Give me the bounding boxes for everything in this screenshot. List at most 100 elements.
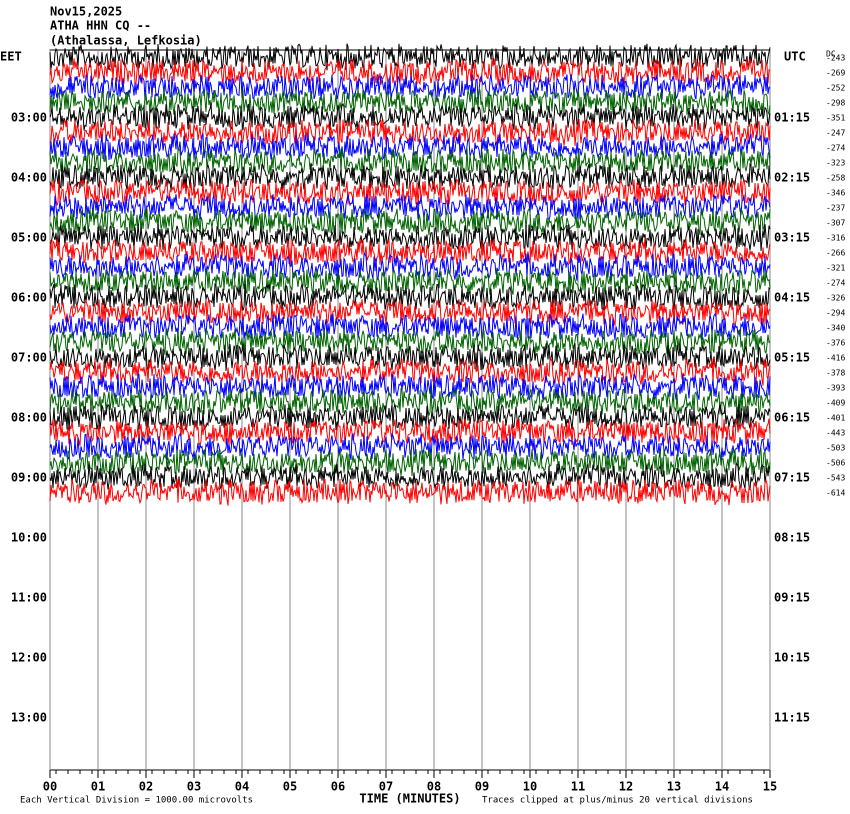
right-time-label: 01:15	[774, 111, 810, 125]
dc-offset-label: -274	[826, 144, 845, 153]
x-tick-label: 14	[715, 780, 729, 794]
x-tick-label: 12	[619, 780, 633, 794]
trace	[49, 403, 771, 431]
dc-offset-label: -614	[826, 489, 845, 498]
x-tick-label: 13	[667, 780, 681, 794]
right-time-label: 04:15	[774, 291, 810, 305]
dc-offset-label: -401	[826, 414, 845, 423]
trace	[49, 237, 771, 266]
dc-offset-label: -237	[826, 204, 845, 213]
x-tick-label: 09	[475, 780, 489, 794]
x-tick-label: 10	[523, 780, 537, 794]
right-time-label: 08:15	[774, 531, 810, 545]
title-line: (Athalassa, Lefkosia)	[50, 34, 202, 48]
trace	[49, 73, 771, 101]
dc-offset-label: -258	[826, 174, 845, 183]
trace	[49, 356, 771, 386]
trace	[49, 373, 771, 401]
right-time-label: 03:15	[774, 231, 810, 245]
trace	[49, 461, 771, 491]
left-time-label: 12:00	[11, 651, 47, 665]
left-time-label: 13:00	[11, 711, 47, 725]
dc-offset-label: -298	[826, 99, 845, 108]
dc-offset-label: -307	[826, 219, 845, 228]
left-time-label: 05:00	[11, 231, 47, 245]
x-axis-label: TIME (MINUTES)	[359, 792, 460, 806]
trace	[49, 193, 771, 222]
left-time-label: 04:00	[11, 171, 47, 185]
dc-offset-label: -378	[826, 369, 845, 378]
right-time-label: 06:15	[774, 411, 810, 425]
trace	[49, 478, 771, 506]
x-tick-label: 01	[91, 780, 105, 794]
left-time-label: 07:00	[11, 351, 47, 365]
left-time-label: 08:00	[11, 411, 47, 425]
right-time-label: 07:15	[774, 471, 810, 485]
dc-offset-label: -323	[826, 159, 845, 168]
dc-offset-label: -243	[826, 54, 845, 63]
dc-offset-label: -269	[826, 69, 845, 78]
trace	[49, 146, 771, 176]
dc-offset-label: -376	[826, 339, 845, 348]
trace	[49, 312, 771, 341]
trace	[49, 102, 771, 131]
dc-offset-label: -506	[826, 459, 845, 468]
trace	[49, 327, 771, 357]
trace	[49, 58, 771, 86]
left-time-label: 09:00	[11, 471, 47, 485]
left-time-label: 06:00	[11, 291, 47, 305]
dc-offset-label: -316	[826, 234, 845, 243]
dc-offset-label: -321	[826, 264, 845, 273]
dc-offset-label: -252	[826, 84, 845, 93]
x-tick-label: 00	[43, 780, 57, 794]
dc-offset-label: -247	[826, 129, 845, 138]
trace	[49, 298, 771, 327]
title-line: ATHA HHN CQ --	[50, 19, 151, 33]
title-line: Nov15,2025	[50, 5, 122, 19]
trace	[49, 132, 771, 161]
right-time-label: 09:15	[774, 591, 810, 605]
dc-offset-label: -346	[826, 189, 845, 198]
dc-offset-label: -409	[826, 399, 845, 408]
trace	[49, 282, 771, 311]
dc-offset-label: -393	[826, 384, 845, 393]
trace	[49, 432, 771, 461]
dc-offset-label: -351	[826, 114, 845, 123]
dc-offset-label: -274	[826, 279, 845, 288]
trace	[49, 268, 771, 296]
x-tick-label: 02	[139, 780, 153, 794]
dc-offset-label: -503	[826, 444, 845, 453]
trace	[49, 118, 771, 147]
x-tick-label: 11	[571, 780, 585, 794]
trace	[49, 207, 771, 236]
left-time-label: 10:00	[11, 531, 47, 545]
x-tick-label: 04	[235, 780, 249, 794]
dc-offset-label: -340	[826, 324, 845, 333]
trace	[49, 43, 771, 72]
trace	[49, 447, 771, 477]
right-time-label: 10:15	[774, 651, 810, 665]
dc-offset-label: -443	[826, 429, 845, 438]
x-tick-label: 05	[283, 780, 297, 794]
dc-offset-label: -543	[826, 474, 845, 483]
x-tick-label: 07	[379, 780, 393, 794]
x-tick-label: 03	[187, 780, 201, 794]
x-tick-label: 08	[427, 780, 441, 794]
x-tick-label: 06	[331, 780, 345, 794]
right-time-label: 02:15	[774, 171, 810, 185]
trace	[49, 178, 771, 206]
left-time-label: 03:00	[11, 111, 47, 125]
trace	[49, 223, 771, 252]
right-axis-name: UTC	[784, 50, 806, 64]
dc-offset-label: -266	[826, 249, 845, 258]
dc-offset-label: -294	[826, 309, 845, 318]
left-time-label: 11:00	[11, 591, 47, 605]
clip-note: Traces clipped at plus/minus 20 vertical…	[482, 796, 753, 806]
dc-header: DC	[826, 50, 836, 59]
trace	[49, 418, 771, 447]
dc-offset-label: -416	[826, 354, 845, 363]
dc-offset-label: -326	[826, 294, 845, 303]
right-time-label: 05:15	[774, 351, 810, 365]
right-time-label: 11:15	[774, 711, 810, 725]
